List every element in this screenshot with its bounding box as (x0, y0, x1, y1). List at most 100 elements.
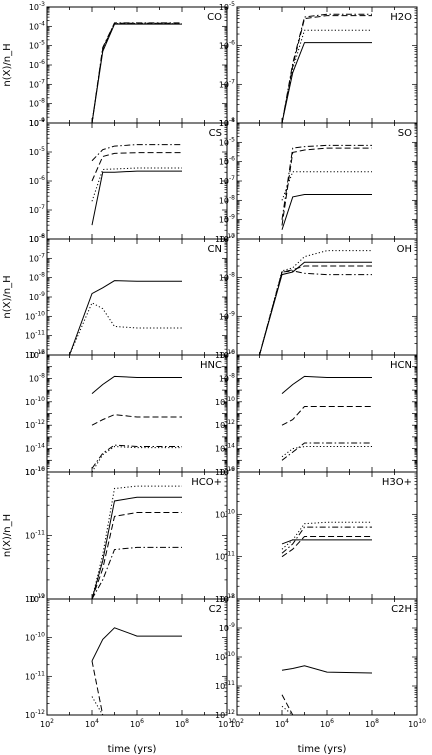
series-line-solid (281, 42, 372, 123)
y-tick-label: 10-5 (29, 146, 45, 157)
series-line-solid (281, 375, 372, 395)
series-line-solid (281, 665, 373, 674)
panel-oh: 10-1010-910-810-7OH (215, 233, 418, 360)
y-tick-label: 10-8 (219, 194, 235, 205)
y-tick-label: 10-4 (29, 117, 45, 128)
x-tick-label: 104 (275, 718, 289, 729)
y-tick-label: 10-10 (215, 508, 235, 519)
series-line-solid (91, 496, 182, 599)
series-line-dashdot (91, 22, 182, 123)
series-line-dashed (281, 15, 372, 123)
y-tick-label: 10-9 (219, 466, 235, 477)
y-tick-label: 10-8 (29, 98, 45, 109)
panel-title: CN (208, 244, 222, 255)
y-tick-label: 10-9 (29, 291, 45, 302)
y-tick-label: 10-12 (25, 593, 45, 604)
series-line-dotted (281, 705, 294, 715)
panel-title: HCO+ (191, 477, 222, 488)
panel-title: OH (397, 244, 412, 255)
y-tick-label: 10-6 (29, 233, 45, 244)
panel-hco: 10-12 10-11 10-10 HCO+ n(X)/n_H (2, 466, 228, 604)
y-tick-label: 10-14 (215, 443, 235, 454)
panel-frame (236, 471, 418, 600)
y-tick-label: 10-10 (215, 651, 235, 662)
panel-frame (46, 598, 228, 716)
series-line-dashdot (281, 442, 372, 461)
series-line-solid (69, 280, 182, 355)
series-line-dashdot (91, 546, 182, 599)
series-line-dashed (281, 405, 372, 426)
y-tick-label: 10-7 (219, 233, 235, 244)
y-tick-label: 10-5 (219, 1, 235, 12)
y-tick-label: 10-16 (25, 466, 45, 477)
series-line-dashed (91, 22, 182, 123)
panel-frame (46, 354, 228, 473)
series-line-dotted (91, 167, 182, 202)
y-tick-label: 10-4 (219, 117, 235, 128)
panel-co: 10-9 10-8 10-7 10-6 10-5 10-4 10-3 CO n(X)/n_H (2, 1, 228, 128)
y-tick-label: 10-8 (29, 372, 45, 383)
y-tick-label: 10-7 (29, 252, 45, 263)
y-tick-label: 10-5 (29, 40, 45, 51)
y-tick-label: 10-12 (25, 709, 45, 720)
y-tick-label: 10-9 (219, 214, 235, 225)
y-tick-label: 10-3 (29, 1, 45, 12)
panel-frame (46, 471, 228, 600)
x-tick-label: 104 (85, 718, 99, 729)
y-tick-label: 10-11 (215, 680, 235, 691)
panel-so: 10-1010-910-810-710-610-510-4SO (215, 117, 418, 244)
series-line-dashdot (281, 144, 372, 220)
panel-title: C2H (391, 604, 412, 615)
y-tick-label: 10-6 (219, 40, 235, 51)
panel-title: H2O (390, 12, 412, 23)
panel-frame (236, 6, 418, 124)
series-line-solid (281, 539, 372, 545)
y-tick-label: 10-6 (219, 156, 235, 167)
y-tick-label: 10-8 (219, 593, 235, 604)
series-line-dotted (281, 521, 372, 550)
y-tick-label: 10-10 (215, 396, 235, 407)
series-line-dashed (91, 152, 182, 182)
panel-title: C2 (209, 604, 222, 615)
panel-hnc: 10-16 10-14 10-12 10-10 10-8 10-6 HNC (25, 349, 228, 477)
y-axis-label: n(X)/n_H (2, 43, 13, 86)
x-tick-label: 108 (175, 718, 189, 729)
series-line-dashdot (281, 526, 372, 554)
x-axis-label-right: time (yrs) (298, 744, 347, 755)
series-line-dashed (91, 414, 182, 426)
panel-frame (46, 122, 228, 240)
y-tick-label: 10-12 (215, 709, 235, 720)
y-tick-label: 10-11 (25, 330, 45, 341)
series-line-solid (259, 261, 372, 355)
series-line-solid (91, 627, 182, 662)
x-tick-label: 102 (230, 718, 244, 729)
y-tick-label: 10-11 (25, 670, 45, 681)
panel-title: H3O+ (382, 477, 412, 488)
y-tick-label: 10-11 (215, 551, 235, 562)
y-tick-label: 10-7 (219, 78, 235, 89)
y-tick-label: 10-7 (29, 78, 45, 89)
y-tick-label: 10-8 (29, 272, 45, 283)
panel-cs: 10-8 10-7 10-6 10-5 10-4 CS (29, 117, 228, 244)
panel-cn: 10-12 10-11 10-10 10-9 10-8 10-7 10-6 CN n(X)/n_… (2, 233, 228, 360)
panel-title: HCN (390, 360, 412, 371)
y-tick-label: 10-7 (29, 204, 45, 215)
series-line-dashed (281, 694, 294, 715)
series-line-dotted (91, 696, 104, 715)
series-line-dotted (281, 29, 372, 123)
series-line-dashed (259, 265, 372, 355)
y-tick-label: 10-10 (25, 632, 45, 643)
series-line-dashdot (259, 270, 372, 355)
series-line-solid (91, 375, 182, 395)
series-line-dashdot (281, 13, 372, 123)
x-tick-label: 106 (130, 718, 144, 729)
y-tick-label: 10-10 (25, 396, 45, 407)
panels: 10-9 10-8 10-7 10-6 10-5 10-4 10-3 CO n(X)/n_H 10… (2, 1, 426, 729)
series-line-dashdot (91, 144, 182, 162)
y-tick-label: 10-6 (29, 349, 45, 360)
panel-title: CO (207, 12, 222, 23)
